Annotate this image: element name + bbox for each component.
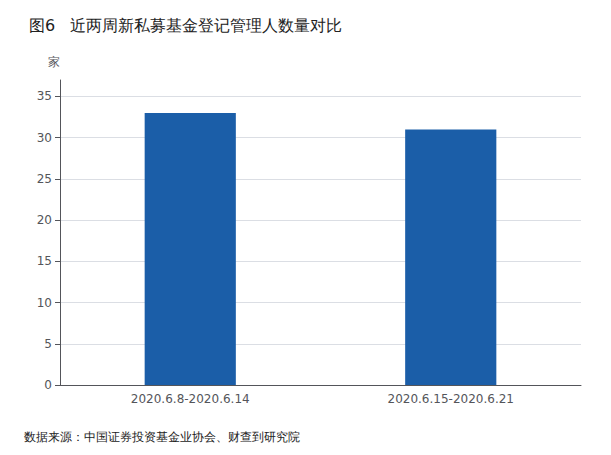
svg-text:10: 10 bbox=[37, 296, 52, 310]
svg-text:5: 5 bbox=[44, 337, 52, 351]
svg-text:30: 30 bbox=[37, 131, 52, 145]
svg-text:2020.6.15-2020.6.21: 2020.6.15-2020.6.21 bbox=[388, 392, 514, 406]
svg-text:25: 25 bbox=[37, 172, 52, 186]
svg-text:2020.6.8-2020.6.14: 2020.6.8-2020.6.14 bbox=[131, 392, 250, 406]
svg-text:家: 家 bbox=[48, 55, 60, 69]
svg-text:0: 0 bbox=[44, 378, 52, 392]
svg-text:数据来源：中国证券投资基金业协会、财查到研究院: 数据来源：中国证券投资基金业协会、财查到研究院 bbox=[24, 430, 300, 444]
svg-text:20: 20 bbox=[37, 213, 52, 227]
svg-text:图6 近两周新私募基金登记管理人数量对比: 图6 近两周新私募基金登记管理人数量对比 bbox=[29, 16, 342, 35]
svg-text:15: 15 bbox=[37, 254, 52, 268]
svg-text:35: 35 bbox=[37, 89, 52, 103]
